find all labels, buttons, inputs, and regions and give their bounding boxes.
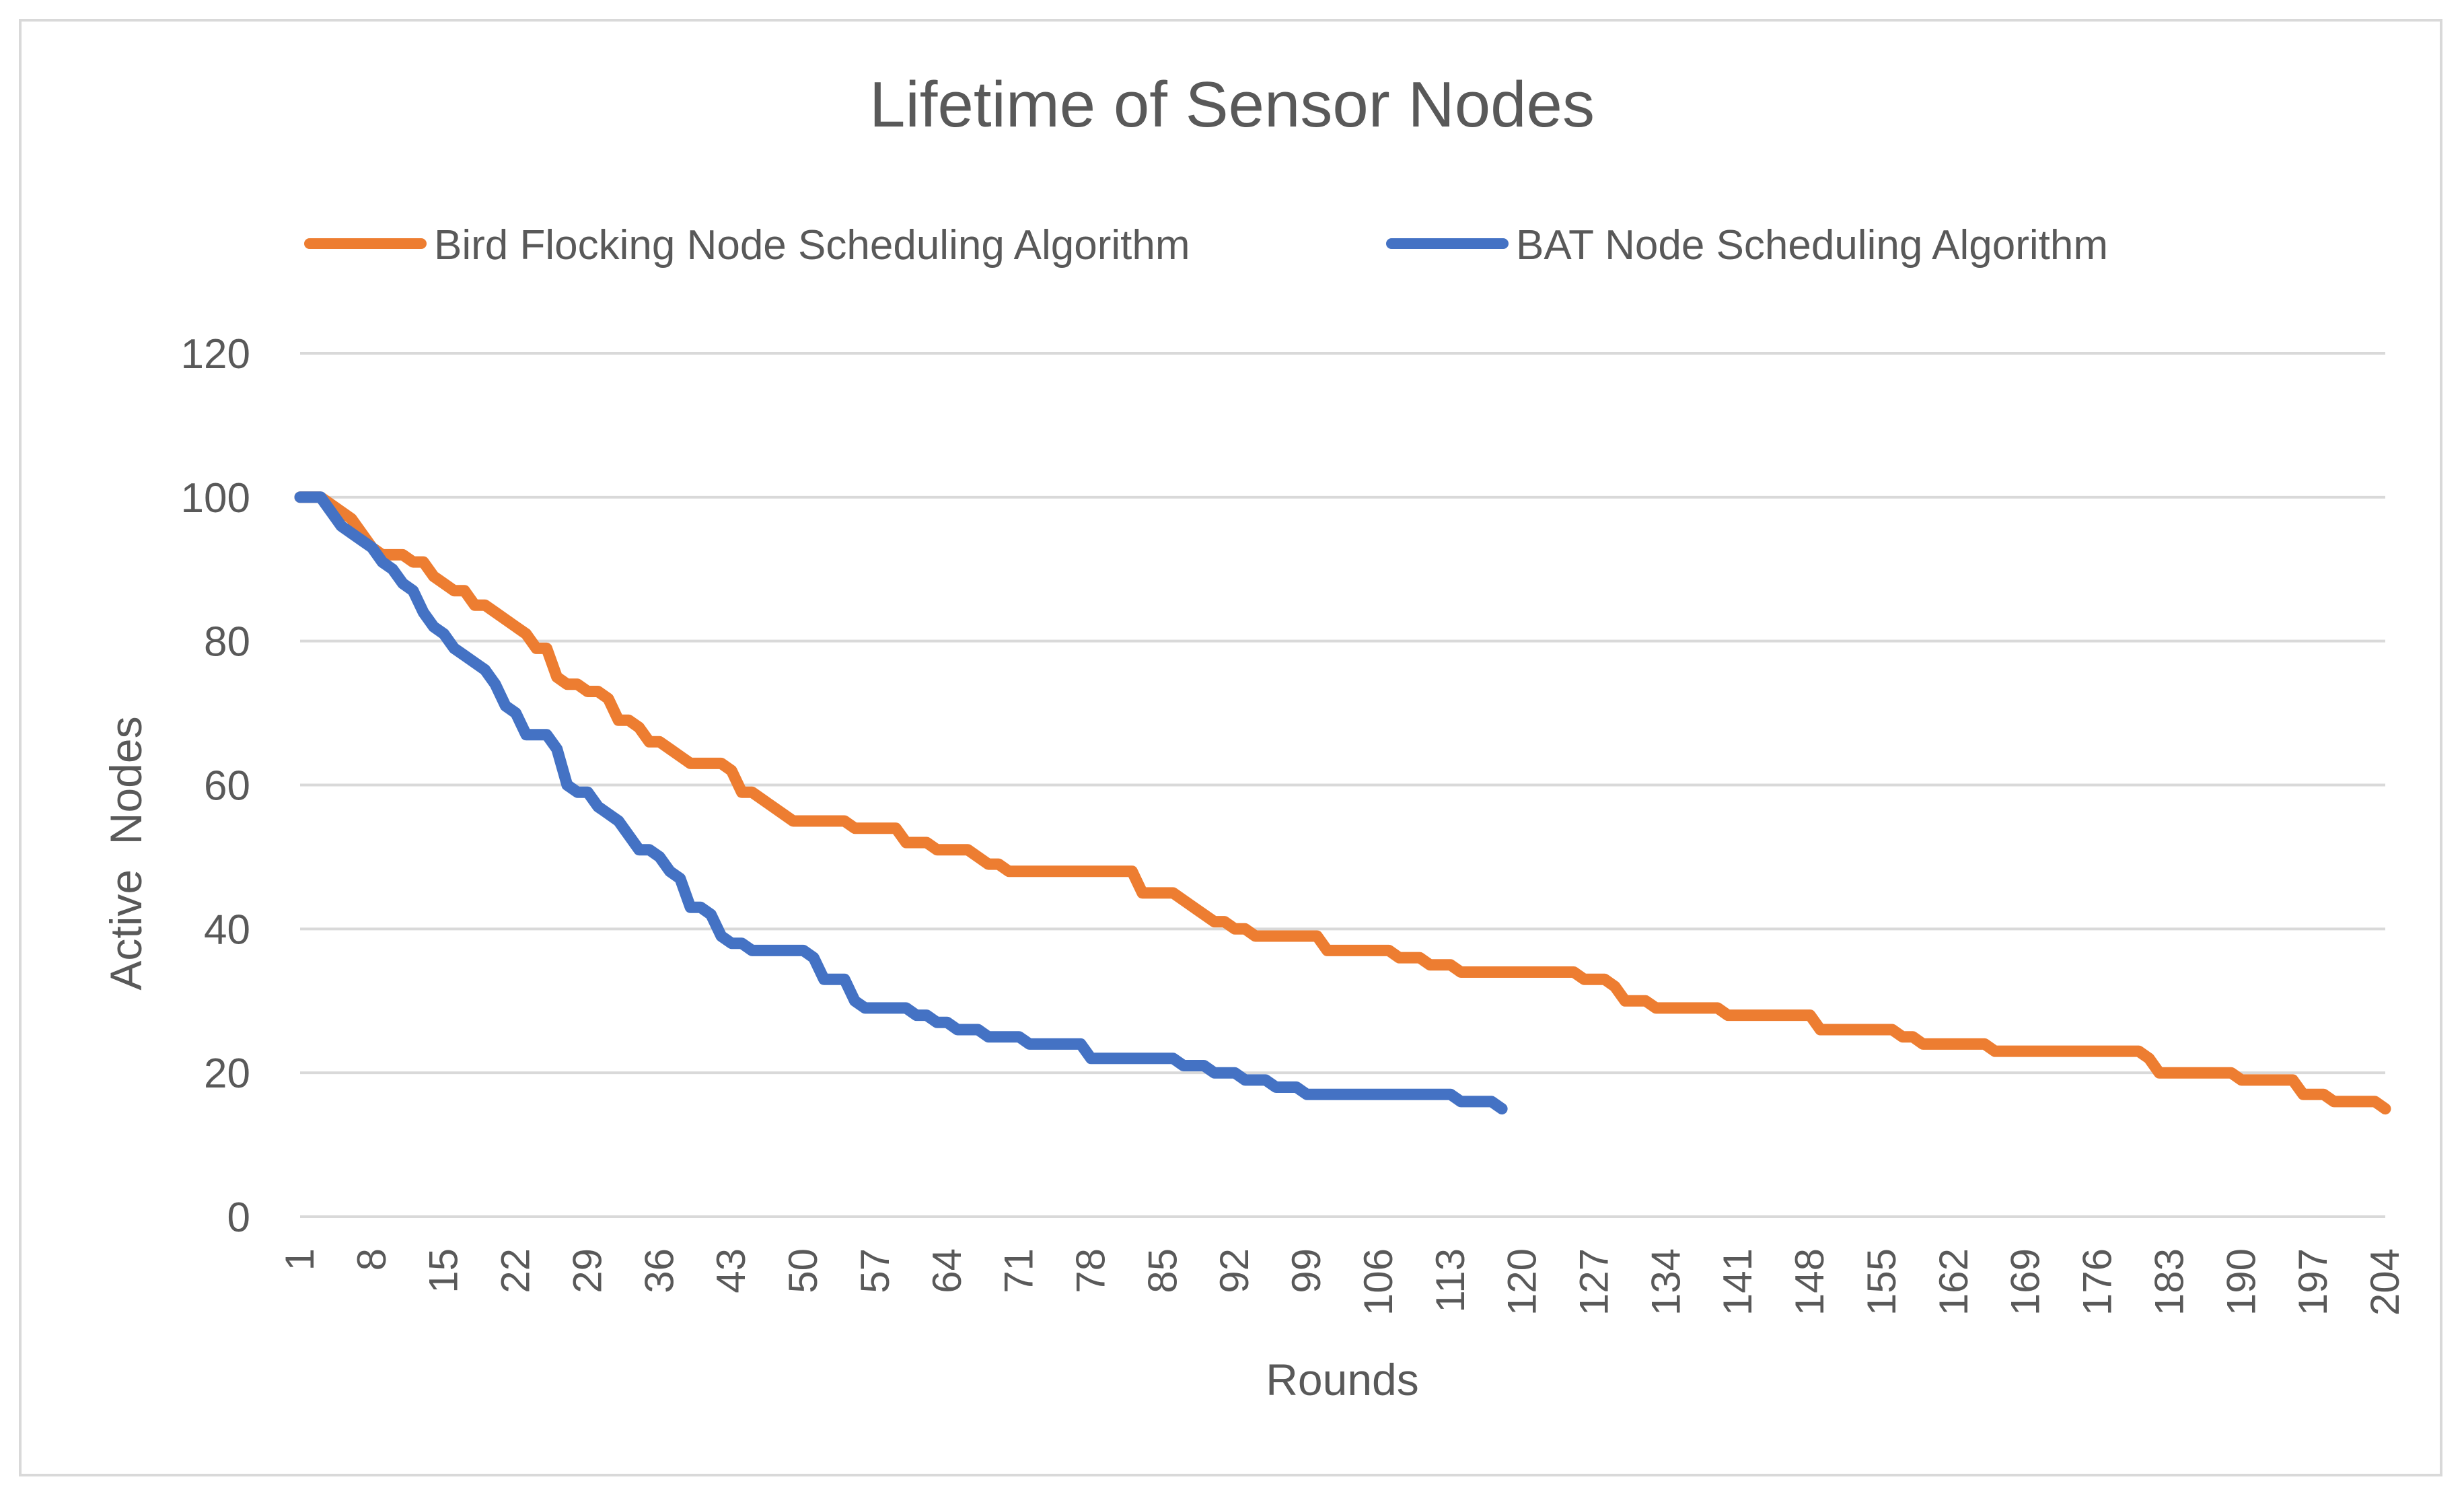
x-tick-label: 85 [1140,1248,1185,1293]
y-axis-label: Active Nodes [101,716,151,990]
x-tick-label: 78 [1068,1248,1113,1293]
x-tick-label: 1 [277,1248,322,1271]
chart-title: Lifetime of Sensor Nodes [869,69,1595,141]
x-tick-label: 99 [1284,1248,1329,1293]
x-axis-label: Rounds [1266,1355,1419,1404]
x-tick-label: 183 [2146,1248,2191,1316]
x-tick-label: 8 [349,1248,394,1271]
series-line-bat [294,491,1508,1115]
x-tick-label: 134 [1643,1248,1688,1316]
y-tick-label: 20 [204,1050,250,1097]
x-tick-label: 92 [1212,1248,1257,1293]
x-tick-label: 43 [709,1248,754,1293]
y-tick-label: 120 [181,331,250,378]
y-tick-label: 60 [204,763,250,810]
x-tick-label: 169 [2003,1248,2048,1316]
x-tick-label: 50 [781,1248,826,1293]
x-tick-label: 127 [1572,1248,1617,1316]
series-line-bird-flocking [294,491,2391,1115]
x-tick-label: 190 [2218,1248,2263,1316]
x-tick-label: 36 [637,1248,682,1293]
y-tick-label: 80 [204,619,250,666]
y-tick-labels: 0 20 40 60 80 100 120 [181,331,250,1241]
y-tick-label: 0 [227,1194,250,1241]
legend-label-bird-flocking: Bird Flocking Node Scheduling Algorithm [434,222,1190,269]
x-tick-label: 148 [1787,1248,1832,1316]
y-tick-label: 40 [204,906,250,953]
x-tick-label: 141 [1715,1248,1760,1316]
x-tick-label: 162 [1931,1248,1976,1316]
x-tick-label: 113 [1428,1248,1473,1313]
x-tick-label: 22 [493,1248,538,1293]
y-tick-label: 100 [181,475,250,522]
x-tick-label: 64 [925,1248,970,1293]
x-tick-label: 29 [565,1248,610,1293]
x-tick-label: 120 [1500,1248,1545,1316]
x-tick-label: 204 [2362,1248,2407,1316]
chart-frame [19,19,2442,1476]
gridlines [300,352,2385,1075]
x-tick-label: 57 [853,1248,898,1293]
legend-label-bat: BAT Node Scheduling Algorithm [1516,222,2108,269]
x-tick-label: 15 [421,1248,466,1293]
x-tick-label: 155 [1859,1248,1904,1316]
x-tick-label: 176 [2075,1248,2120,1316]
x-tick-label: 106 [1356,1248,1401,1316]
x-tick-label: 197 [2290,1248,2335,1316]
series-lines [294,491,2391,1115]
legend: Bird Flocking Node Scheduling Algorithm … [304,222,2108,269]
x-tick-label: 71 [997,1248,1042,1293]
x-tick-labels: 1 8 15 22 29 36 43 50 57 64 71 78 85 92 99 106 113 120 127… [277,1248,2407,1316]
